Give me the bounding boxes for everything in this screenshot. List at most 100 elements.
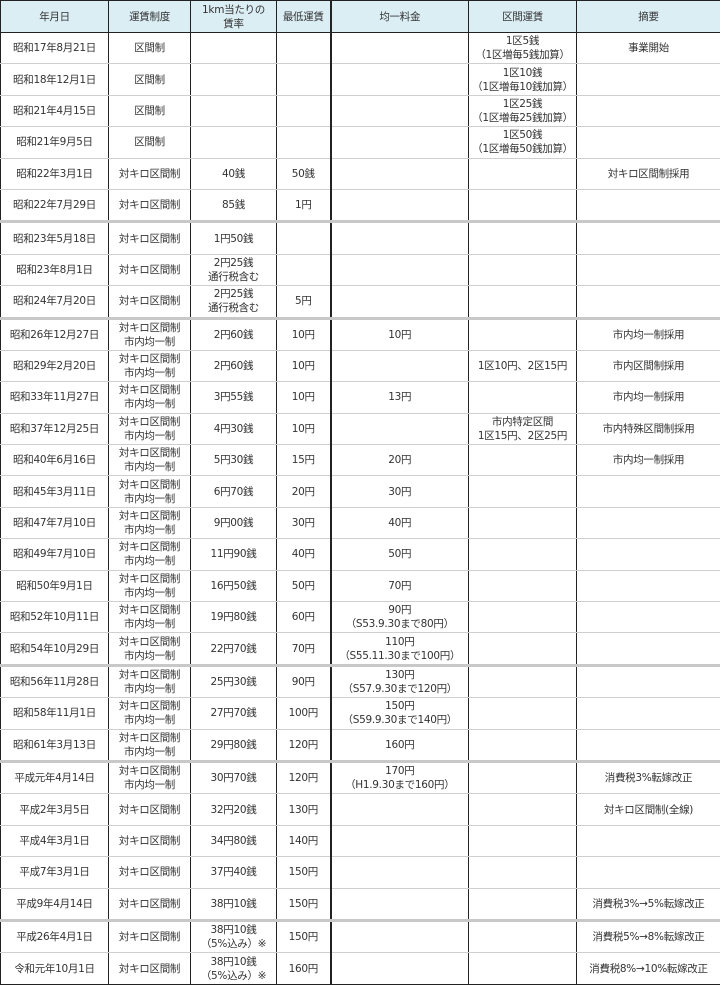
rate-cell: 3円55銭 [191, 382, 277, 413]
section-fare-cell [469, 633, 577, 665]
date-cell: 昭和45年3月11日 [1, 476, 109, 507]
min-fare-cell: 30円 [277, 507, 331, 538]
flat-fare-cell [331, 920, 469, 952]
note-cell [577, 633, 720, 665]
min-fare-cell: 90円 [277, 665, 331, 697]
min-fare-cell: 120円 [277, 729, 331, 761]
flat-fare-cell [331, 413, 469, 444]
date-cell: 昭和21年9月5日 [1, 127, 109, 158]
section-fare-cell [469, 254, 577, 285]
rate-cell: 38円10銭 [191, 888, 277, 920]
note-cell [577, 665, 720, 697]
rate-cell: 85銭 [191, 189, 277, 221]
min-fare-cell: 10円 [277, 350, 331, 381]
rate-cell: 30円70銭 [191, 761, 277, 793]
section-fare-cell [469, 539, 577, 570]
section-fare-cell [469, 698, 577, 729]
section-fare-cell [469, 476, 577, 507]
min-fare-cell: 15円 [277, 445, 331, 476]
header-section-fare: 区間運賃 [469, 1, 577, 33]
section-fare-cell [469, 445, 577, 476]
system-cell: 対キロ区間制 [109, 286, 191, 318]
min-fare-cell: 10円 [277, 318, 331, 350]
min-fare-cell: 150円 [277, 920, 331, 952]
flat-fare-cell [331, 158, 469, 189]
system-cell: 対キロ区間制 市内均一制 [109, 570, 191, 601]
system-cell: 対キロ区間制 市内均一制 [109, 382, 191, 413]
flat-fare-cell: 110円 （S55.11.30まで100円） [331, 633, 469, 665]
section-fare-cell [469, 189, 577, 221]
header-row: 年月日 運賃制度 1km当たりの 賃率 最低運賃 均一料金 区間運賃 摘要 [1, 1, 720, 33]
rate-cell: 32円20銭 [191, 794, 277, 825]
min-fare-cell: 70円 [277, 633, 331, 665]
rate-cell: 2円25銭 通行税含む [191, 254, 277, 285]
rate-cell: 1円50銭 [191, 222, 277, 254]
system-cell: 区間制 [109, 127, 191, 158]
header-date: 年月日 [1, 1, 109, 33]
section-fare-cell [469, 570, 577, 601]
system-cell: 対キロ区間制 [109, 953, 191, 984]
note-cell: 市内特殊区間制採用 [577, 413, 720, 444]
min-fare-cell: 150円 [277, 857, 331, 888]
flat-fare-cell: 20円 [331, 445, 469, 476]
note-cell [577, 189, 720, 221]
note-cell: 消費税3%→5%転嫁改正 [577, 888, 720, 920]
min-fare-cell: 5円 [277, 286, 331, 318]
min-fare-cell: 150円 [277, 888, 331, 920]
note-cell: 対キロ区間制(全線) [577, 794, 720, 825]
rate-cell [191, 95, 277, 126]
note-cell [577, 729, 720, 761]
header-system: 運賃制度 [109, 1, 191, 33]
date-cell: 昭和18年12月1日 [1, 64, 109, 95]
section-fare-cell: 1区10円、2区15円 [469, 350, 577, 381]
section-fare-cell [469, 761, 577, 793]
rate-cell: 16円50銭 [191, 570, 277, 601]
min-fare-cell [277, 254, 331, 285]
note-cell [577, 222, 720, 254]
rate-cell: 2円60銭 [191, 350, 277, 381]
rate-cell: 25円30銭 [191, 665, 277, 697]
section-fare-cell: 1区25銭 （1区増毎25銭加算） [469, 95, 577, 126]
rate-cell [191, 33, 277, 64]
rate-cell: 38円10銭 （5%込み）※ [191, 953, 277, 984]
note-cell [577, 539, 720, 570]
section-fare-cell [469, 222, 577, 254]
section-fare-cell [469, 953, 577, 984]
note-cell: 市内均一制採用 [577, 445, 720, 476]
date-cell: 昭和37年12月25日 [1, 413, 109, 444]
system-cell: 対キロ区間制 [109, 825, 191, 856]
flat-fare-cell: 70円 [331, 570, 469, 601]
min-fare-cell: 120円 [277, 761, 331, 793]
note-cell [577, 254, 720, 285]
min-fare-cell: 160円 [277, 953, 331, 984]
flat-fare-cell: 50円 [331, 539, 469, 570]
section-fare-cell [469, 507, 577, 538]
note-cell [577, 602, 720, 633]
min-fare-cell [277, 33, 331, 64]
rate-cell: 2円25銭 通行税含む [191, 286, 277, 318]
note-cell: 市内均一制採用 [577, 382, 720, 413]
note-cell [577, 286, 720, 318]
flat-fare-cell: 130円 （S57.9.30まで120円） [331, 665, 469, 697]
rate-cell: 37円40銭 [191, 857, 277, 888]
min-fare-cell [277, 95, 331, 126]
flat-fare-cell: 90円 （S53.9.30まで80円） [331, 602, 469, 633]
date-cell: 昭和22年7月29日 [1, 189, 109, 221]
flat-fare-cell: 30円 [331, 476, 469, 507]
date-cell: 平成26年4月1日 [1, 920, 109, 952]
system-cell: 対キロ区間制 市内均一制 [109, 476, 191, 507]
